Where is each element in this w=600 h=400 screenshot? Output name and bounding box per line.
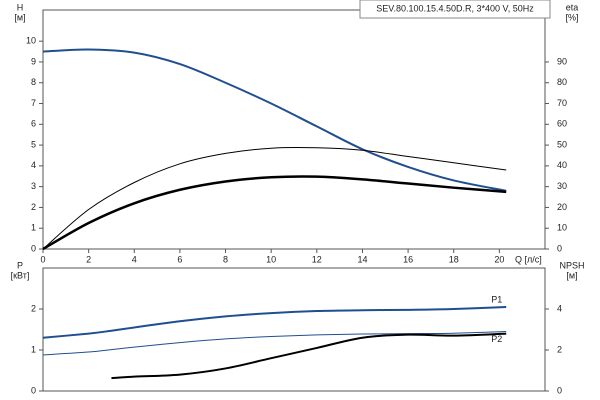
y2-tick-label: 0	[557, 385, 562, 395]
x-tick-label: 2	[86, 254, 91, 264]
y2-tick-label: 80	[557, 77, 567, 87]
plot-frame	[42, 267, 546, 392]
x-tick-label: 20	[494, 254, 504, 264]
y2-tick-label: 90	[557, 56, 567, 66]
x-axis-label: Q [л/с]	[515, 254, 542, 264]
series-label: P2	[491, 334, 502, 344]
y-tick-label: 6	[31, 119, 36, 129]
y2-tick-label: 0	[557, 243, 562, 253]
x-tick-label: 4	[132, 254, 137, 264]
curve	[42, 147, 507, 250]
y-axis-unit: [м]	[14, 12, 25, 22]
x-tick-label: 10	[266, 254, 276, 264]
curve	[111, 332, 507, 380]
y-tick-label: 7	[31, 98, 36, 108]
x-tick-label: 6	[177, 254, 182, 264]
y2-tick-label: 40	[557, 160, 567, 170]
y2-tick-label: 2	[557, 344, 562, 354]
y2-axis-unit: [м]	[566, 270, 577, 280]
x-tick-label: 16	[403, 254, 413, 264]
y2-tick-label: 70	[557, 98, 567, 108]
y-tick-label: 1	[31, 344, 36, 354]
y-tick-label: 3	[31, 181, 36, 191]
curve	[42, 48, 507, 192]
y2-tick-label: 20	[557, 202, 567, 212]
y-axis-label: H	[17, 2, 24, 12]
x-tick-label: 0	[40, 254, 45, 264]
curve	[42, 305, 507, 339]
series-label: P1	[491, 294, 502, 304]
curve	[42, 331, 507, 356]
y2-tick-label: 10	[557, 223, 567, 233]
y-tick-label: 10	[26, 36, 36, 46]
y-tick-label: 2	[31, 202, 36, 212]
y2-tick-label: 4	[557, 303, 562, 313]
x-tick-label: 8	[223, 254, 228, 264]
x-tick-label: 12	[312, 254, 322, 264]
y-tick-label: 5	[31, 139, 36, 149]
y-tick-label: 0	[31, 243, 36, 253]
x-tick-label: 18	[449, 254, 459, 264]
y-tick-label: 2	[31, 303, 36, 313]
y2-tick-label: 50	[557, 139, 567, 149]
x-tick-label: 14	[357, 254, 367, 264]
y2-axis-label: eta	[566, 2, 579, 12]
y2-axis-unit: [%]	[565, 12, 578, 22]
y-tick-label: 8	[31, 77, 36, 87]
y-axis-label: P	[17, 260, 23, 270]
y2-axis-label: NPSH	[559, 260, 584, 270]
title-box	[359, 0, 551, 19]
y-tick-label: 9	[31, 56, 36, 66]
curve	[42, 175, 507, 251]
y2-tick-label: 30	[557, 181, 567, 191]
chart-title: SEV.80.100.15.4.50D.R, 3*400 V, 50Hz	[376, 3, 534, 13]
y-axis-unit: [кВт]	[11, 270, 30, 280]
y-tick-label: 0	[31, 385, 36, 395]
y-tick-label: 1	[31, 223, 36, 233]
y-tick-label: 4	[31, 160, 36, 170]
y2-tick-label: 60	[557, 119, 567, 129]
plot-frame	[42, 9, 546, 250]
